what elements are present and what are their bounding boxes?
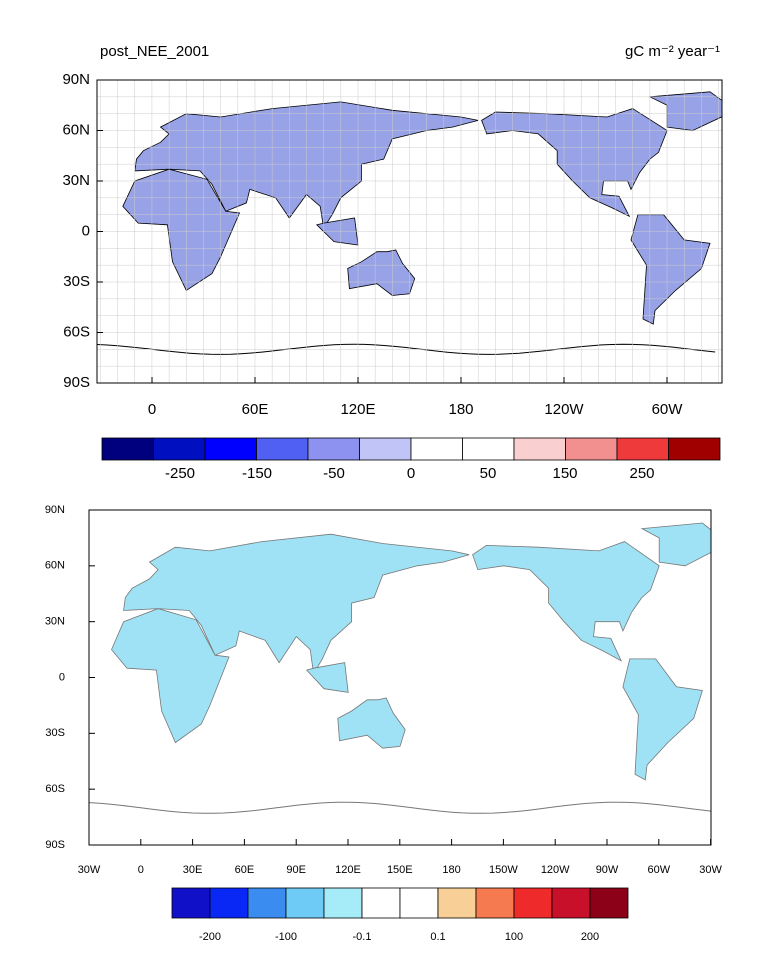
lon-label: 150W — [489, 864, 518, 876]
colorbar-box — [153, 437, 206, 461]
colorbar-box — [171, 887, 211, 919]
colorbar-box — [399, 887, 439, 919]
lat-label: 90N — [62, 71, 90, 88]
colorbar-box — [616, 437, 669, 461]
lat-label: 60N — [45, 560, 65, 572]
colorbar-box — [513, 437, 566, 461]
lat-label: 60N — [62, 121, 90, 138]
map-panel: 90N 60N 30N 0 30S 60S 90S 30W 0 30E 60E 90E 120E 150E… — [45, 504, 723, 943]
colorbar-box — [462, 437, 515, 461]
lat-label: 30S — [45, 727, 65, 739]
lon-label: 180 — [442, 864, 460, 876]
colorbar-box — [323, 887, 363, 919]
lon-label: 90W — [596, 864, 619, 876]
lat-label: 60S — [45, 783, 65, 795]
landmass — [640, 522, 711, 567]
lon-label: 60E — [235, 864, 255, 876]
colorbar-label: 150 — [552, 465, 577, 482]
colorbar-box — [589, 887, 629, 919]
colorbar-box — [361, 887, 401, 919]
colorbar-label: -150 — [242, 465, 272, 482]
lon-label: 90E — [286, 864, 306, 876]
colorbar-box — [247, 887, 287, 919]
colorbar-label: 200 — [581, 931, 599, 943]
lon-label: 60E — [242, 401, 269, 418]
colorbar-box — [513, 887, 553, 919]
colorbar-label: 100 — [505, 931, 523, 943]
lat-label: 90N — [45, 504, 65, 516]
lat-label: 90S — [45, 839, 65, 851]
colorbar-box — [209, 887, 249, 919]
colorbar-label: -100 — [275, 931, 297, 943]
landmass — [305, 662, 349, 693]
lon-label: 120E — [335, 864, 361, 876]
units: gC m⁻² year⁻¹ — [625, 43, 720, 60]
lon-label: 30W — [699, 864, 722, 876]
colorbar-box — [475, 887, 515, 919]
colorbar-box — [204, 437, 257, 461]
landmass — [123, 533, 470, 675]
lon-label: 60W — [652, 401, 684, 418]
colorbar-label: -200 — [199, 931, 221, 943]
colorbar-box — [359, 437, 412, 461]
map-area — [97, 80, 722, 383]
landmass — [337, 697, 406, 749]
map-title: post_NEE_2001 — [100, 43, 209, 60]
colorbar-box — [565, 437, 618, 461]
colorbar-label: 0 — [407, 465, 415, 482]
colorbar-box — [410, 437, 463, 461]
landmass — [472, 541, 660, 662]
lon-label: 180 — [448, 401, 473, 418]
colorbar-label: 0.1 — [430, 931, 445, 943]
lat-label: 30N — [62, 172, 90, 189]
lon-label: 30E — [183, 864, 203, 876]
colorbar-box — [437, 887, 477, 919]
colorbar-box — [551, 887, 591, 919]
colorbar-box — [101, 437, 154, 461]
landmass — [481, 108, 668, 218]
colorbar-label: 50 — [480, 465, 497, 482]
lon-label: 60W — [647, 864, 670, 876]
colorbar-label: -50 — [323, 465, 345, 482]
lat-label: 30S — [63, 273, 90, 290]
lon-label: 150E — [387, 864, 413, 876]
lat-label: 30N — [45, 616, 65, 628]
landmass — [630, 214, 711, 325]
landmass — [347, 249, 416, 296]
lat-label: 0 — [82, 222, 90, 239]
colorbar-box — [668, 437, 721, 461]
lon-label: 30W — [78, 864, 101, 876]
antarctic-coast — [97, 343, 716, 355]
lon-label: 0 — [148, 401, 156, 418]
lat-label: 0 — [59, 671, 65, 683]
colorbar-label: 250 — [629, 465, 654, 482]
lat-label: 60S — [63, 323, 90, 340]
antarctic-coast — [89, 801, 711, 814]
lon-label: 120W — [541, 864, 570, 876]
colorbar-box — [256, 437, 309, 461]
colorbar-label: -250 — [165, 465, 195, 482]
landmass — [622, 658, 703, 781]
lat-label: 90S — [63, 374, 90, 391]
map-panel: 90N 60N 30N 0 30S 60S 90S 0 60E 120E 180 120W 60W -25… — [62, 71, 723, 482]
colorbar-box — [285, 887, 325, 919]
lon-label: 120E — [340, 401, 375, 418]
colorbar-label: -0.1 — [353, 931, 372, 943]
colorbar-box — [307, 437, 360, 461]
lon-label: 120W — [544, 401, 584, 418]
map-area — [89, 522, 711, 814]
lon-label: 0 — [138, 864, 144, 876]
